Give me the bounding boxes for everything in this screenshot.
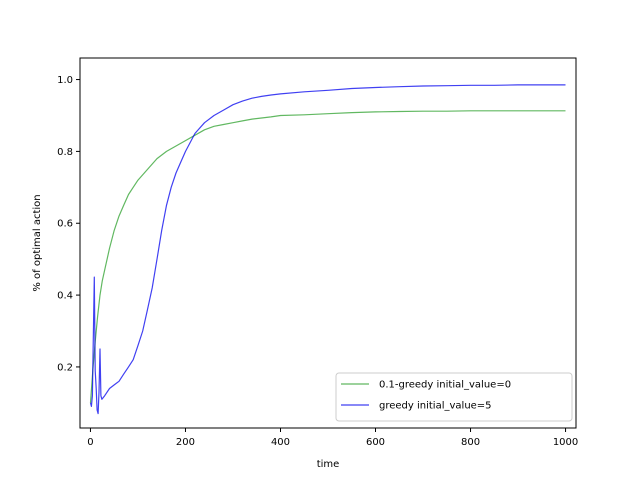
x-tick-label: 1000 — [553, 437, 578, 448]
legend-label-2: greedy initial_value=5 — [379, 401, 492, 412]
x-axis: 0 200 400 600 800 1000 — [87, 428, 578, 448]
x-axis-label: time — [317, 459, 340, 470]
y-tick-label: 0.6 — [57, 219, 73, 230]
y-axis-label: % of optimal action — [32, 194, 43, 291]
legend-box — [335, 372, 573, 422]
x-tick-label: 600 — [366, 437, 385, 448]
series-line-2 — [89, 84, 566, 415]
y-tick-label: 1.0 — [57, 75, 73, 86]
x-tick-label: 400 — [271, 437, 290, 448]
x-tick-label: 800 — [461, 437, 480, 448]
series-line-1 — [89, 110, 566, 403]
y-tick-label: 0.8 — [57, 147, 73, 158]
y-axis: 0.2 0.4 0.6 0.8 1.0 — [57, 75, 80, 373]
x-tick-label: 200 — [176, 437, 195, 448]
plot-lines — [89, 84, 566, 415]
legend-label-1: 0.1-greedy initial_value=0 — [379, 380, 511, 391]
y-tick-label: 0.2 — [57, 362, 73, 373]
plot-frame — [79, 57, 577, 429]
y-tick-label: 0.4 — [57, 291, 73, 302]
x-tick-label: 0 — [87, 437, 93, 448]
